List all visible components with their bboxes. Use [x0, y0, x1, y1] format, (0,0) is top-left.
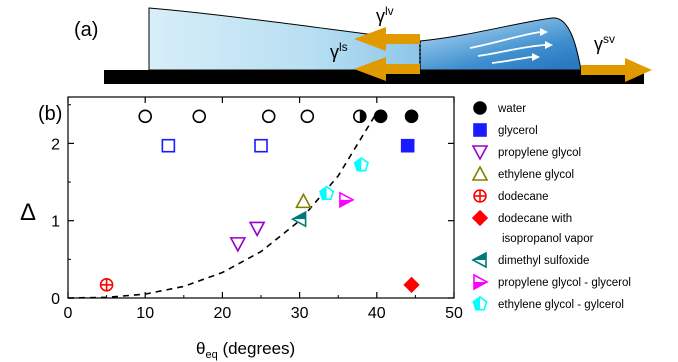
data-point-water: [404, 109, 419, 124]
data-point-water: [261, 109, 276, 124]
y-tick-label: 2: [51, 136, 60, 153]
legend-item: dodecane: [473, 189, 549, 203]
axis-ticks: 0 10 20 30 40 50 0 1 2: [51, 97, 463, 322]
legend-item: glycerol: [473, 123, 538, 137]
data-point-ethylene-glycol-gylcerol: [353, 157, 369, 172]
legend-item: ethylene glycol - gylcerol: [472, 296, 624, 311]
x-tick-label: 30: [291, 305, 309, 322]
x-tick-label: 50: [445, 305, 463, 322]
data-point-water: [138, 109, 152, 124]
gamma-symbol: γ: [330, 42, 339, 62]
gamma-sv-sup: sv: [603, 32, 615, 46]
panel-a: (a): [74, 4, 652, 84]
gamma-ls-sup: ls: [339, 40, 348, 54]
x-tick-label: 10: [136, 305, 154, 322]
x-axis-label: θeq (degrees): [196, 339, 295, 361]
legend-item: propylene glycol - glycerol: [473, 273, 631, 291]
gamma-lv-label: γlv: [376, 4, 394, 26]
legend-label: ethylene glycol: [498, 169, 574, 181]
fit-curve-group: [67, 112, 378, 299]
x-tick-label: 40: [368, 305, 386, 322]
x-axis-symbol: θ: [196, 339, 205, 358]
panel-a-label: (a): [74, 19, 98, 41]
legend-label: dodecane: [498, 191, 549, 203]
data-point-ethylene-glycol-gylcerol: [319, 185, 335, 201]
fit-curve: [67, 112, 378, 299]
legend-item: dimethyl sulfoxide: [471, 251, 589, 269]
y-tick-label: 1: [51, 214, 60, 231]
gamma-symbol: γ: [594, 34, 603, 54]
x-tick-label: 20: [214, 305, 232, 322]
force-arrow-lv: [354, 27, 420, 51]
gamma-lv-sup: lv: [385, 4, 394, 18]
force-arrow-sv: [581, 58, 652, 82]
legend-label: glycerol: [498, 125, 538, 137]
data-point-ethylene-glycol: [295, 192, 312, 209]
plot-frame: [67, 96, 455, 299]
data-point-glycerol: [161, 138, 176, 153]
legend-item: water: [473, 101, 526, 115]
data-point-water: [300, 109, 315, 124]
force-arrow-ls: [354, 57, 420, 81]
legend-label: water: [497, 103, 526, 115]
data-point-water: [192, 109, 207, 124]
y-tick-label: 0: [51, 291, 60, 308]
legend-item: dodecane with isopropanol vapor: [471, 209, 594, 245]
substrate: [104, 70, 644, 84]
data-point-propylene-glycol: [229, 237, 247, 253]
x-axis-unit: (degrees): [218, 339, 295, 358]
legend-label: propylene glycol: [498, 147, 581, 159]
x-tick-label: 0: [64, 305, 73, 322]
data-point-dimethyl-sulfoxide: [290, 210, 307, 228]
flow-streamlines: [469, 28, 553, 64]
panel-b-label: (b): [38, 103, 62, 125]
legend-item: ethylene glycol: [471, 165, 574, 181]
data-point-glycerol: [254, 138, 268, 153]
data-point-propylene-glycol: [248, 221, 266, 238]
y-axis-label: Δ: [20, 199, 36, 226]
data-point-propylene-glycol-glycerol: [339, 191, 355, 209]
legend-label: dimethyl sulfoxide: [498, 255, 589, 267]
data-point-water: [353, 109, 367, 124]
data-point-dodecane-with: [403, 276, 420, 293]
data-points: [99, 109, 420, 293]
panel-b: (b) Δ θeq (degrees) 0 10 20 30 40 50 0 1 2 water…: [20, 96, 631, 361]
legend-item: propylene glycol: [471, 145, 581, 161]
gamma-symbol: γ: [376, 6, 385, 26]
x-axis-subscript: eq: [205, 349, 217, 361]
gamma-sv-label: γsv: [594, 32, 615, 54]
legend-label: ethylene glycol - gylcerol: [498, 299, 624, 311]
data-point-glycerol: [400, 138, 415, 153]
gamma-ls-label: γls: [330, 40, 348, 62]
data-point-water: [373, 109, 388, 124]
legend-label: dodecane with: [498, 213, 572, 225]
legend-label-line2: isopropanol vapor: [502, 233, 594, 245]
data-point-dodecane: [99, 278, 114, 292]
legend: water glycerol propylene glycol ethylene gl…: [471, 101, 631, 311]
legend-label: propylene glycol - glycerol: [498, 277, 631, 289]
